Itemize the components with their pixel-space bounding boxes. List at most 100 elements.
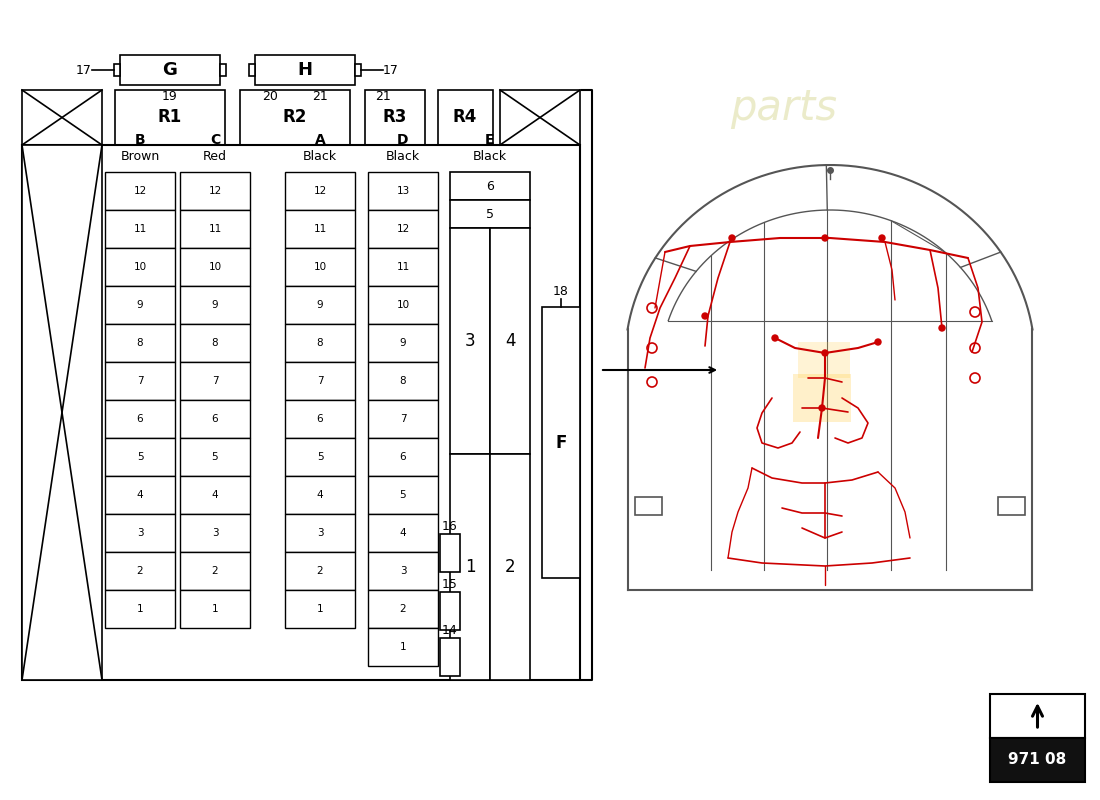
Circle shape xyxy=(772,335,778,341)
Text: 11: 11 xyxy=(314,224,327,234)
Bar xyxy=(368,210,438,248)
Bar xyxy=(368,438,438,476)
Text: euro: euro xyxy=(90,161,374,269)
Text: 9: 9 xyxy=(211,300,218,310)
Text: parts: parts xyxy=(730,87,837,129)
Bar xyxy=(368,590,438,628)
Bar xyxy=(368,172,438,210)
Text: A: A xyxy=(315,134,326,147)
Text: 7: 7 xyxy=(399,414,406,424)
Text: 5: 5 xyxy=(136,452,143,462)
Bar xyxy=(180,248,250,286)
Bar xyxy=(120,55,220,85)
Text: G: G xyxy=(163,61,177,79)
Text: 971 08: 971 08 xyxy=(1009,753,1067,767)
Text: 9: 9 xyxy=(399,338,406,348)
Bar xyxy=(180,590,250,628)
Bar xyxy=(368,552,438,590)
Bar xyxy=(104,514,175,552)
Circle shape xyxy=(874,339,881,345)
Bar xyxy=(104,476,175,514)
Text: 8: 8 xyxy=(211,338,218,348)
Text: 15: 15 xyxy=(442,578,458,590)
Bar xyxy=(104,590,175,628)
Text: 3: 3 xyxy=(399,566,406,576)
Bar xyxy=(285,286,355,324)
Bar xyxy=(180,514,250,552)
Bar xyxy=(368,248,438,286)
Bar xyxy=(365,90,425,145)
Bar xyxy=(793,374,851,422)
Bar xyxy=(22,145,580,680)
Text: 4: 4 xyxy=(136,490,143,500)
Text: 10: 10 xyxy=(314,262,327,272)
Bar xyxy=(114,64,120,76)
Bar xyxy=(180,438,250,476)
Bar xyxy=(368,476,438,514)
Bar xyxy=(368,400,438,438)
Text: 4: 4 xyxy=(211,490,218,500)
Bar xyxy=(249,64,255,76)
Text: 2: 2 xyxy=(505,558,515,576)
Bar xyxy=(104,324,175,362)
Bar xyxy=(104,172,175,210)
Bar xyxy=(22,90,102,145)
Text: 11: 11 xyxy=(133,224,146,234)
Text: 11: 11 xyxy=(396,262,409,272)
Text: 7: 7 xyxy=(211,376,218,386)
Circle shape xyxy=(939,325,945,331)
Bar xyxy=(285,172,355,210)
Circle shape xyxy=(822,350,828,356)
Text: 6: 6 xyxy=(211,414,218,424)
Text: R3: R3 xyxy=(383,109,407,126)
Text: 5: 5 xyxy=(211,452,218,462)
Bar xyxy=(355,64,361,76)
Bar xyxy=(104,210,175,248)
Text: 7: 7 xyxy=(317,376,323,386)
Text: 2: 2 xyxy=(399,604,406,614)
Text: 2: 2 xyxy=(136,566,143,576)
Bar xyxy=(450,200,530,228)
Text: 3: 3 xyxy=(317,528,323,538)
Bar xyxy=(285,590,355,628)
Text: 2: 2 xyxy=(317,566,323,576)
Text: Black: Black xyxy=(473,150,507,162)
Text: 7: 7 xyxy=(136,376,143,386)
Text: 11: 11 xyxy=(208,224,221,234)
Bar xyxy=(116,90,226,145)
Text: 18: 18 xyxy=(553,286,569,298)
Text: R1: R1 xyxy=(158,109,183,126)
Text: 3: 3 xyxy=(136,528,143,538)
Text: 14: 14 xyxy=(442,623,458,637)
Text: 21: 21 xyxy=(375,90,390,103)
Text: 1: 1 xyxy=(464,558,475,576)
Text: 5: 5 xyxy=(317,452,323,462)
Text: 8: 8 xyxy=(399,376,406,386)
Bar xyxy=(285,400,355,438)
Bar xyxy=(542,307,580,578)
Text: C: C xyxy=(210,134,220,147)
Text: E: E xyxy=(485,134,495,147)
Text: 5: 5 xyxy=(399,490,406,500)
Bar xyxy=(180,476,250,514)
Bar xyxy=(22,145,102,680)
Bar xyxy=(440,592,460,630)
Circle shape xyxy=(879,235,886,241)
Bar xyxy=(104,438,175,476)
Bar xyxy=(438,90,493,145)
Text: 6: 6 xyxy=(317,414,323,424)
Bar xyxy=(990,694,1085,738)
Bar xyxy=(285,248,355,286)
Bar xyxy=(285,514,355,552)
Text: 4: 4 xyxy=(505,332,515,350)
Bar xyxy=(180,210,250,248)
Text: 9: 9 xyxy=(317,300,323,310)
Bar xyxy=(180,362,250,400)
Text: 1: 1 xyxy=(317,604,323,614)
Bar xyxy=(990,738,1085,782)
Circle shape xyxy=(820,405,825,411)
Text: 2: 2 xyxy=(211,566,218,576)
Bar xyxy=(104,552,175,590)
Text: 12: 12 xyxy=(133,186,146,196)
Bar xyxy=(104,286,175,324)
